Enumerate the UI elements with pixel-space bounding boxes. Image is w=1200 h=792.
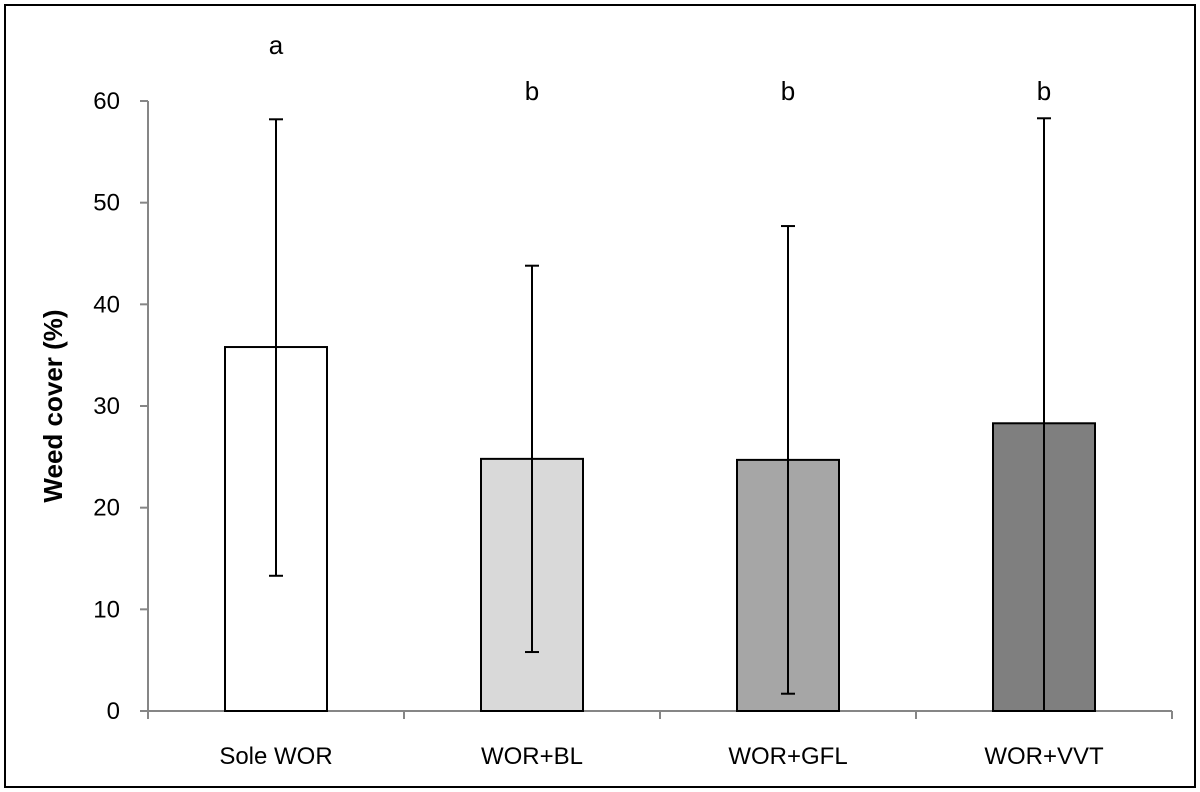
y-tick-label: 20 [93, 495, 120, 522]
x-tick-label: WOR+VVT [984, 743, 1104, 770]
y-axis: 0 10 20 30 40 50 60 [93, 88, 149, 725]
y-tick-label: 40 [93, 291, 120, 318]
significance-letter: b [525, 76, 539, 106]
x-tick-label: Sole WOR [219, 743, 332, 770]
y-tick-label: 0 [107, 698, 120, 725]
bars [224, 346, 1096, 712]
significance-letter: b [781, 76, 795, 106]
error-bar [269, 118, 283, 577]
significance-letter: b [1037, 76, 1051, 106]
y-tick-label: 50 [93, 190, 120, 217]
y-tick-label: 30 [93, 393, 120, 420]
error-bar [525, 264, 539, 654]
y-tick-label: 10 [93, 596, 120, 623]
x-tick-label: WOR+GFL [728, 743, 847, 770]
error-bar [1037, 117, 1051, 711]
x-axis: Sole WOR WOR+BL WOR+GFL WOR+VVT [147, 710, 1173, 770]
error-bar [781, 225, 795, 695]
y-axis-title: Weed cover (%) [38, 309, 68, 502]
error-bars [269, 117, 1051, 711]
significance-letter: a [269, 30, 284, 60]
significance-letters: a b b b [269, 30, 1051, 106]
y-tick-label: 60 [93, 88, 120, 115]
x-tick-label: WOR+BL [481, 743, 583, 770]
